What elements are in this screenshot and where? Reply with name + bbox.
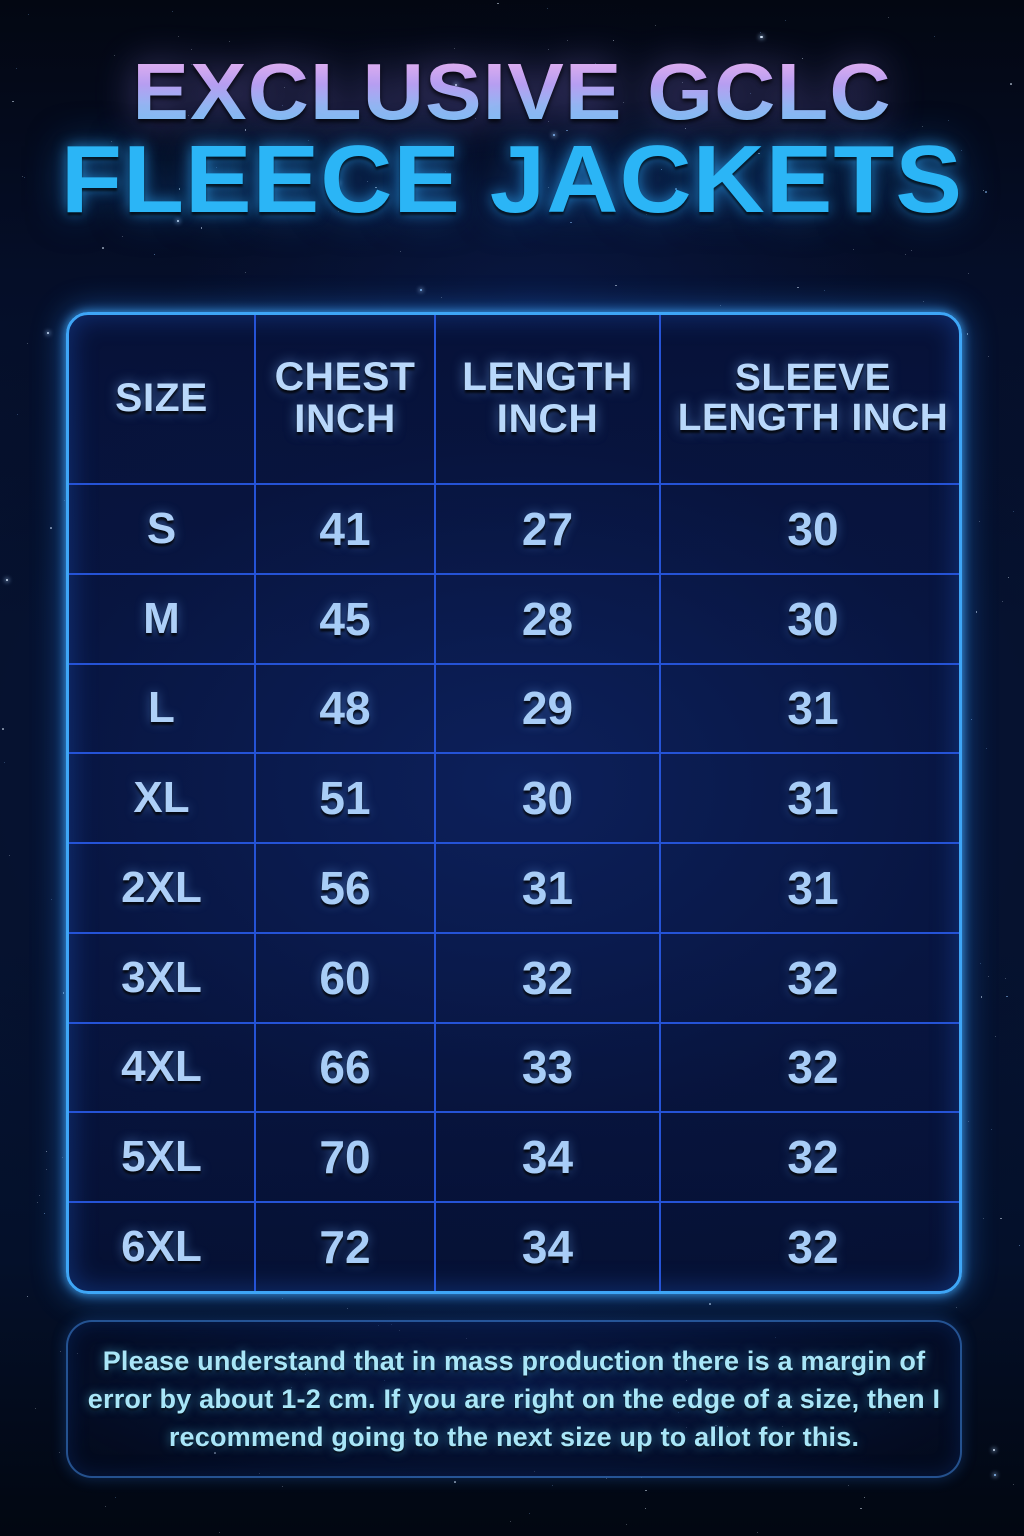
cell-chest: 48	[255, 663, 436, 755]
cell-size: L	[69, 663, 256, 755]
poster-headline: EXCLUSIVE GCLC FLEECE JACKETS	[0, 52, 1024, 233]
cell-size: M	[69, 573, 256, 665]
cell-size: 2XL	[69, 843, 256, 934]
table-row: S 41 27 30	[69, 484, 959, 575]
cell-length: 31	[435, 843, 661, 934]
cell-length: 28	[435, 573, 661, 665]
production-note-text: Please understand that in mass productio…	[87, 1345, 941, 1453]
cell-size: 6XL	[69, 1202, 256, 1291]
size-chart-container: SIZE CHEST INCH LENGTH INCH SLEEVE LENGT…	[66, 312, 962, 1294]
table-row: L 48 29 31	[69, 663, 959, 755]
cell-chest: 41	[255, 484, 436, 575]
cell-sleeve: 32	[660, 1022, 959, 1114]
cell-sleeve: 32	[660, 932, 959, 1024]
headline-line-2: FLEECE JACKETS	[60, 126, 964, 233]
table-row: XL 51 30 31	[69, 753, 959, 845]
cell-sleeve: 31	[660, 843, 959, 934]
table-row: 3XL 60 32 32	[69, 932, 959, 1024]
cell-size: 3XL	[69, 932, 256, 1024]
cell-length: 30	[435, 753, 661, 845]
cell-sleeve: 32	[787, 1221, 839, 1274]
header-row: SIZE CHEST INCH LENGTH INCH SLEEVE LENGT…	[69, 315, 959, 485]
cell-sleeve: 30	[660, 484, 959, 575]
cell-length: 27	[435, 484, 661, 575]
table-row: 4XL 66 33 32	[69, 1022, 959, 1114]
cell-chest: 70	[255, 1112, 436, 1204]
cell-length: 34	[435, 1202, 661, 1291]
cell-size: XL	[69, 753, 256, 845]
cell-chest: 45	[255, 573, 436, 665]
cell-length: 34	[435, 1112, 661, 1204]
production-note-box: Please understand that in mass productio…	[66, 1320, 962, 1478]
table-row: M 45 28 30	[69, 573, 959, 665]
column-header-sleeve: SLEEVE LENGTH INCH	[656, 315, 959, 485]
cell-size: 4XL	[69, 1022, 256, 1114]
column-header-size: SIZE	[69, 315, 258, 485]
cell-sleeve: 32	[660, 1112, 959, 1204]
cell-sleeve: 31	[660, 663, 959, 755]
cell-length: 33	[435, 1022, 661, 1114]
size-chart-table: SIZE CHEST INCH LENGTH INCH SLEEVE LENGT…	[69, 315, 959, 1291]
column-header-chest: CHEST INCH	[253, 315, 438, 485]
cell-chest: 72	[255, 1202, 436, 1291]
column-header-chest-line1: CHEST	[274, 355, 416, 400]
column-header-chest-line2: INCH	[294, 397, 396, 441]
cell-length: 29	[435, 663, 661, 755]
cell-chest: 51	[255, 753, 436, 845]
table-row: 5XL 70 34 32	[69, 1112, 959, 1204]
cell-chest: 66	[255, 1022, 436, 1114]
cell-chest: 60	[255, 932, 436, 1024]
table-header: SIZE CHEST INCH LENGTH INCH SLEEVE LENGT…	[69, 315, 959, 485]
table-body: S 41 27 30 M 45 28 30 L 48 29 31 XL 51 30 31 2XL 56 31 31 3X…	[69, 484, 959, 1291]
column-header-sleeve-line2: LENGTH INCH	[677, 397, 949, 439]
cell-chest: 56	[255, 843, 436, 934]
column-header-length-line2: INCH	[496, 397, 599, 441]
headline-line-1: EXCLUSIVE GCLC	[0, 52, 1024, 132]
cell-size: S	[69, 484, 256, 575]
table-row: 2XL 56 31 31	[69, 843, 959, 934]
cell-length: 32	[435, 932, 661, 1024]
column-header-length-line1: LENGTH	[462, 355, 633, 400]
cell-sleeve: 31	[660, 753, 959, 845]
cell-size: 5XL	[69, 1112, 256, 1204]
column-header-size-line1: SIZE	[115, 376, 208, 421]
cell-sleeve: 30	[660, 573, 959, 665]
column-header-length: LENGTH INCH	[432, 315, 664, 485]
column-header-sleeve-line1: SLEEVE	[734, 357, 892, 400]
table-row: 6XL 72 34 32	[69, 1202, 959, 1291]
